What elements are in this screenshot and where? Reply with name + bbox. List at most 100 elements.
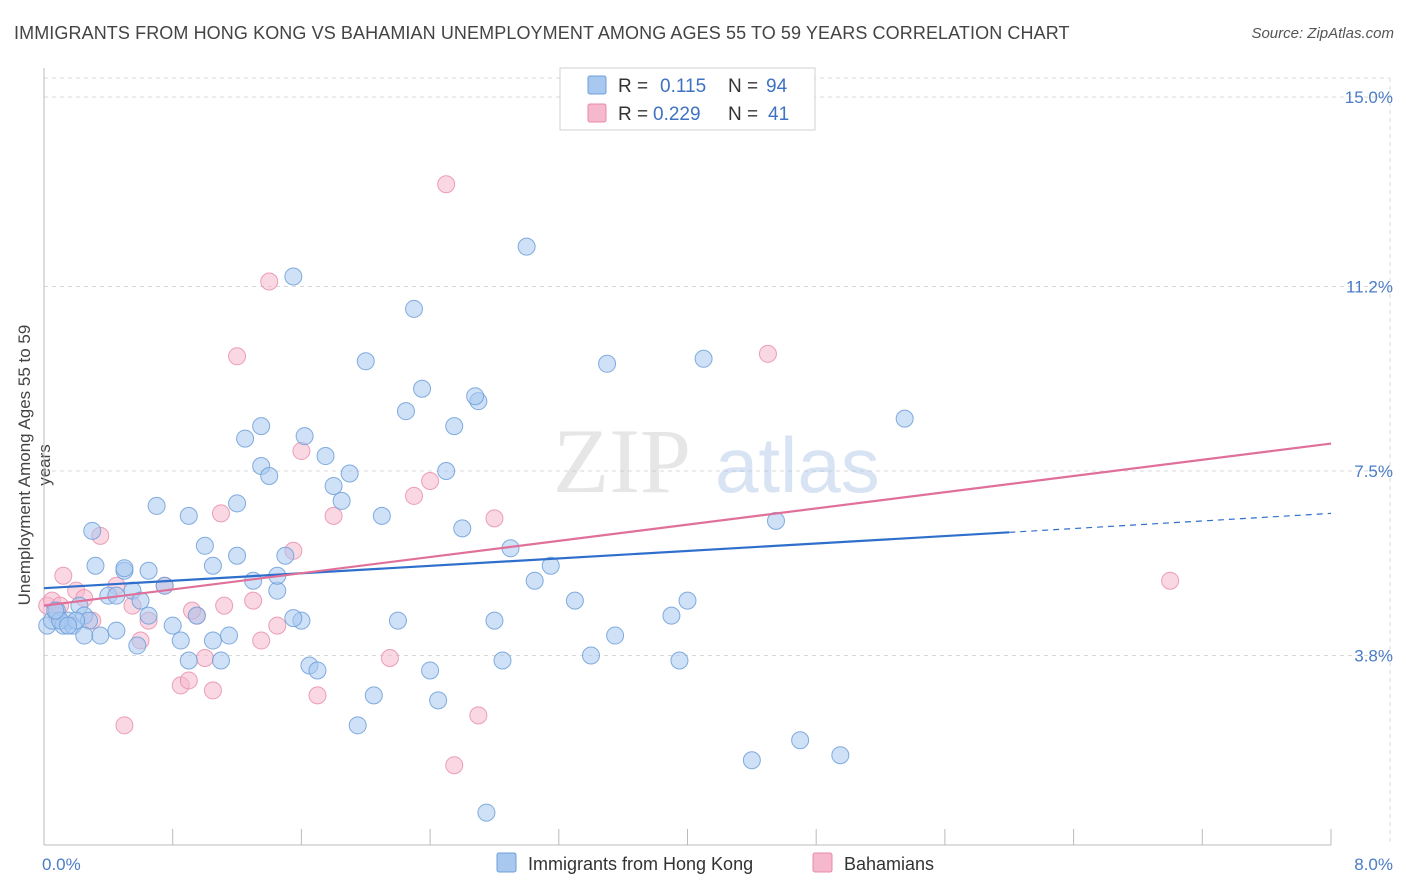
hong-kong-point [477,803,496,822]
bahamians-point [179,671,198,690]
bahamians-point [252,631,271,650]
hong-kong-point [236,429,255,448]
bahamians-point [405,486,424,505]
hong-kong-point [83,521,102,540]
hong-kong-point [466,387,485,406]
hong-kong-point [565,591,584,610]
hong-kong-point [396,402,415,421]
bottom-legend-label-hong-kong: Immigrants from Hong Kong [528,854,753,874]
bahamians-point [1161,571,1180,590]
hong-kong-point [445,417,464,436]
hong-kong-point [791,731,810,750]
bahamians-point [437,175,456,194]
bahamians-point [268,616,287,635]
bahamians-point [308,686,327,705]
hong-kong-point [525,571,544,590]
trend-lines [43,442,1332,607]
hong-kong-point [86,556,105,575]
hong-kong-point [276,546,295,565]
bahamians-point [758,344,777,363]
hong-kong-point [59,616,78,635]
legend-n-label-1: N = [728,76,758,97]
chart-title: IMMIGRANTS FROM HONG KONG VS BAHAMIAN UN… [14,23,1070,43]
legend-r-label-2: R = [618,104,648,125]
hong-kong-point [252,417,271,436]
legend-r-value-2: 0.229 [653,104,701,125]
hong-kong-point [284,609,303,628]
watermark-atlas: atlas [715,421,880,509]
hong-kong-point [147,496,166,515]
hong-kong-point [308,661,327,680]
bahamians-trend-line [43,442,1332,607]
hong-kong-point [46,601,65,620]
hong-kong-point [670,651,689,670]
hong-kong-point [268,581,287,600]
hong-kong-point [606,626,625,645]
hong-kong-point [895,409,914,428]
bottom-legend: Immigrants from Hong Kong Bahamians [496,852,934,874]
hong-kong-point [228,494,247,513]
bahamians-point [469,706,488,725]
hong-kong-point [388,611,407,630]
hong-kong-point [228,546,247,565]
bahamians-point [421,471,440,490]
hong-kong-point [220,626,239,645]
legend-swatch-bahamians [587,103,607,123]
bahamians-point [215,596,234,615]
hong-kong-point [356,352,375,371]
bottom-legend-label-bahamians: Bahamians [844,854,934,874]
bahamians-point [228,347,247,366]
hong-kong-point [413,379,432,398]
legend-n-label-2: N = [728,104,758,125]
hong-kong-point [421,661,440,680]
hong-kong-trend-line [43,531,1010,590]
axes [43,68,1332,846]
hong-kong-point [517,237,536,256]
hong-kong-point [493,651,512,670]
hong-kong-point [453,519,472,538]
hong-kong-point [179,506,198,525]
hong-kong-point [316,447,335,466]
bahamians-point [54,566,73,585]
legend-n-value-2: 41 [768,104,789,125]
hong-kong-point [429,691,448,710]
hong-kong-point [324,476,343,495]
y-tick-label: 15.0% [1345,88,1393,107]
hong-kong-point [348,716,367,735]
legend-r-label-1: R = [618,76,648,97]
hong-kong-point [678,591,697,610]
bahamians-point [485,509,504,528]
hong-kong-point [485,611,504,630]
hong-kong-point [581,646,600,665]
hong-kong-point [128,636,147,655]
bottom-legend-swatch-hong-kong [496,852,517,873]
legend-n-value-1: 94 [766,76,788,97]
watermark: ZIP atlas [553,410,880,512]
source-credit: Source: ZipAtlas.com [1251,25,1394,42]
hong-kong-point [195,536,214,555]
hong-kong-point [295,427,314,446]
hong-kong-point [131,591,150,610]
top-legend: R = 0.115 N = 94 R = 0.229 N = 41 [559,67,816,131]
bottom-legend-swatch-bahamians [812,852,833,873]
hong-kong-point [831,746,850,765]
hong-kong-point [662,606,681,625]
hong-kong-point [598,354,617,373]
hong-kong-point [179,651,198,670]
bahamians-point [211,504,230,523]
hong-kong-trend-extension [1009,512,1332,533]
legend-swatch-hong-kong [587,75,607,95]
bahamians-point [445,756,464,775]
watermark-zip: ZIP [553,410,691,512]
hong-kong-point [742,751,761,770]
hong-kong-point [91,626,110,645]
y-tick-label: 3.8% [1354,647,1393,666]
hong-kong-point [405,299,424,318]
x-tick-label-max: 8.0% [1354,855,1393,874]
hong-kong-point [284,267,303,286]
bahamians-point [195,649,214,667]
bahamians-point [292,442,311,461]
hong-kong-point [107,621,126,640]
hong-kong-point [694,349,713,368]
